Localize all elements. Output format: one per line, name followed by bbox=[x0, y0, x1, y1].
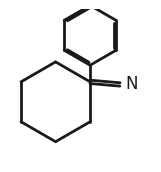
Text: N: N bbox=[125, 76, 137, 93]
